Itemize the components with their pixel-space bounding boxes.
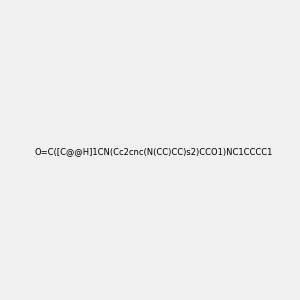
Text: O=C([C@@H]1CN(Cc2cnc(N(CC)CC)s2)CCO1)NC1CCCC1: O=C([C@@H]1CN(Cc2cnc(N(CC)CC)s2)CCO1)NC1…	[34, 147, 273, 156]
